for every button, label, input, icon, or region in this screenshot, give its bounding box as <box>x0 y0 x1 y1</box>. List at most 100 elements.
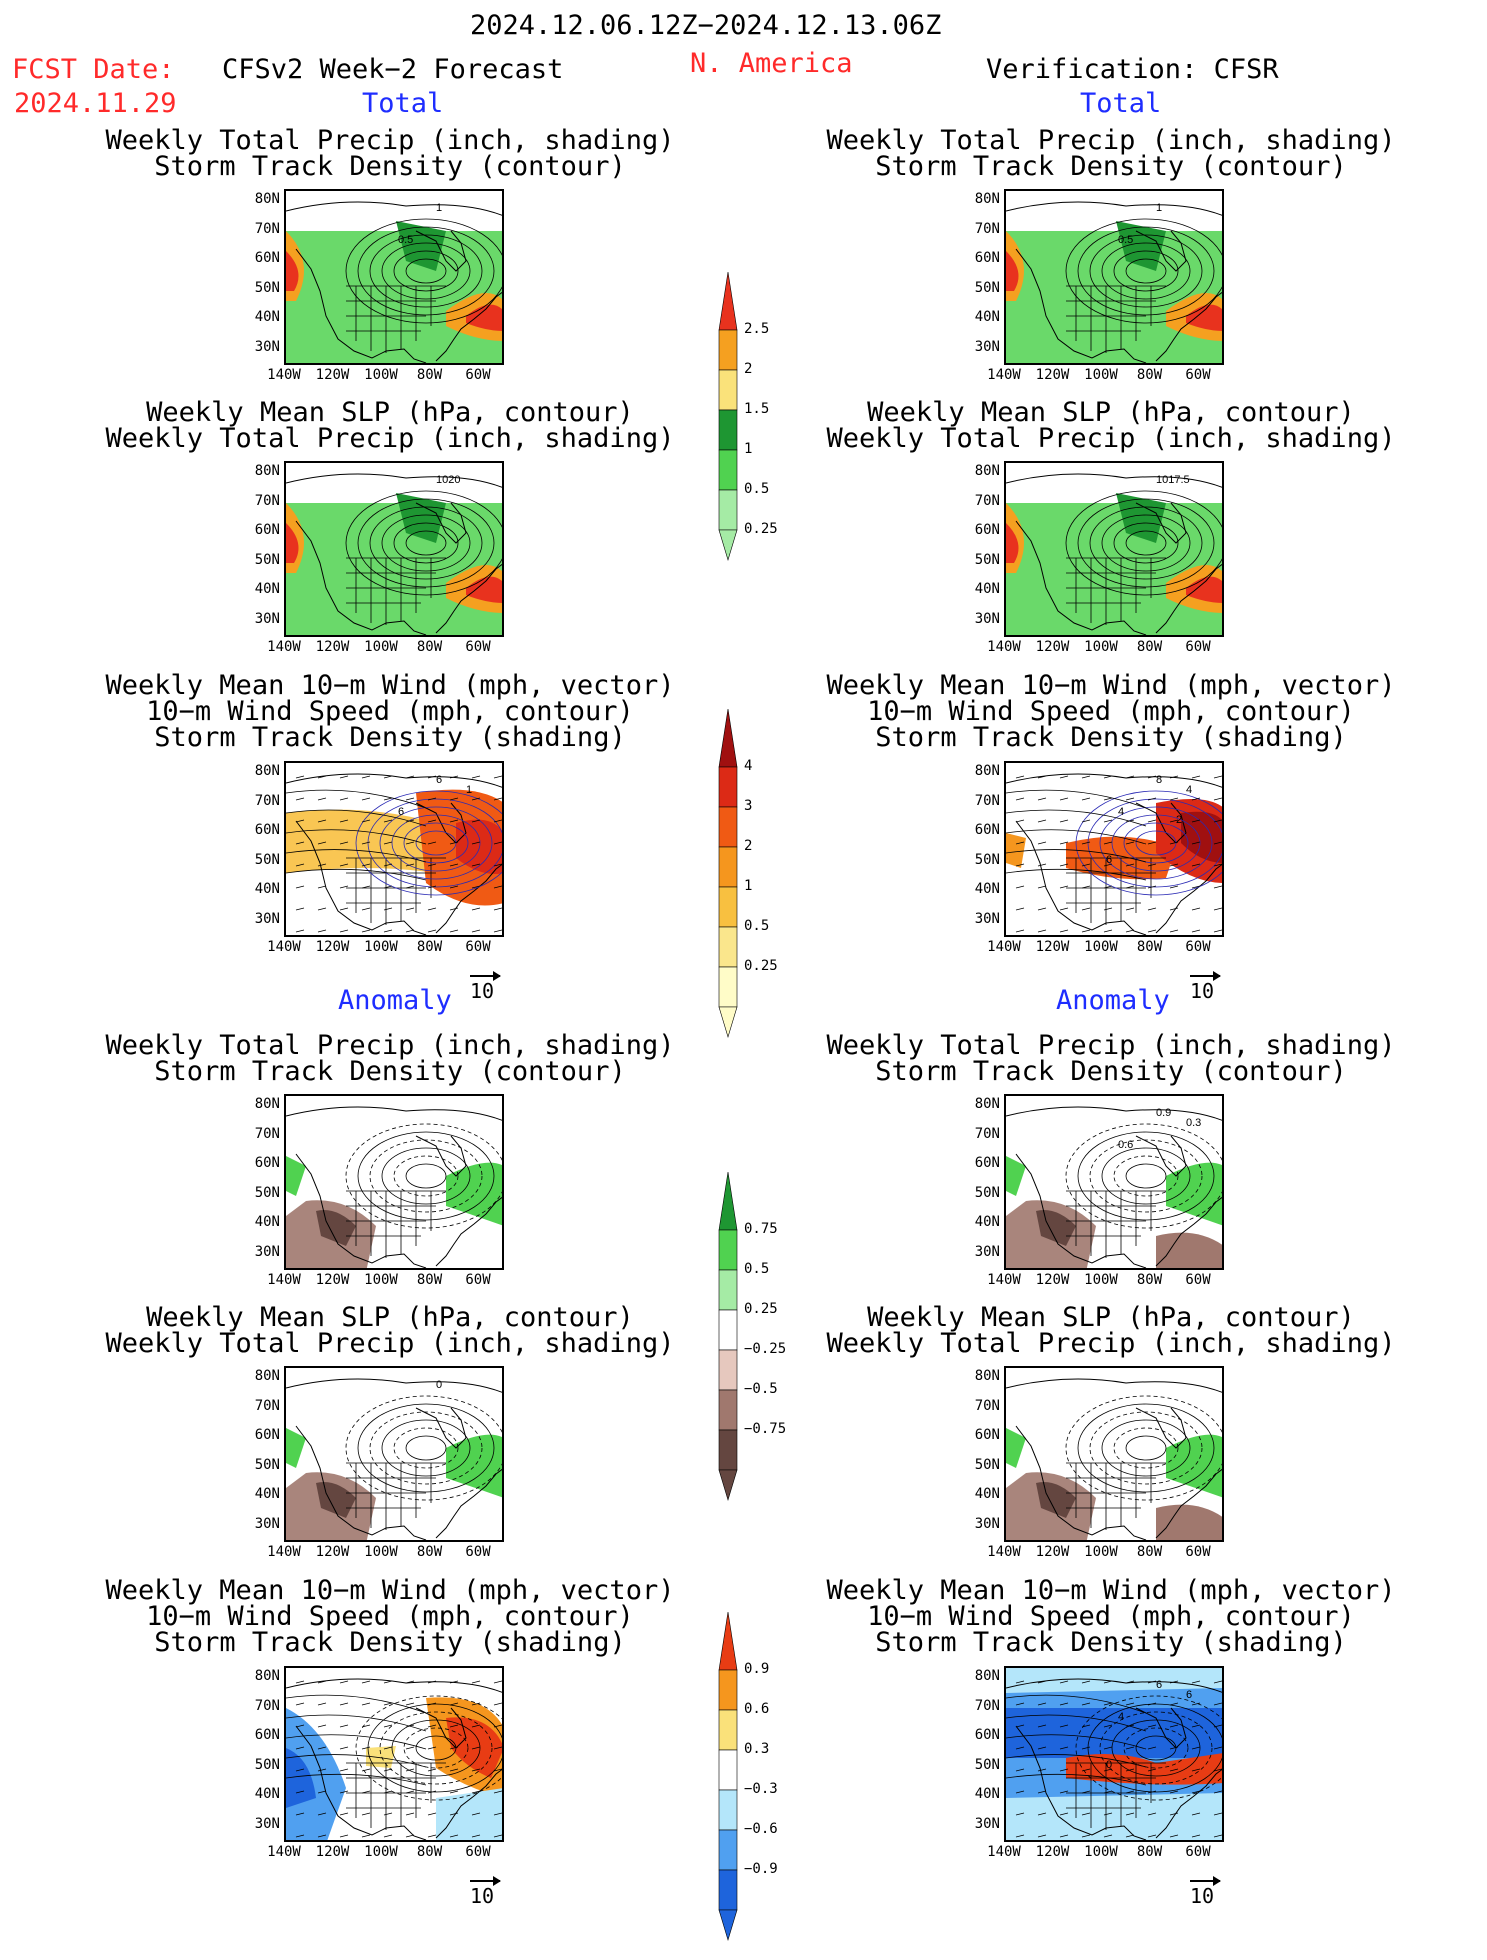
wind-vector <box>449 863 459 867</box>
wind-vector <box>493 1812 502 1816</box>
lat-label: 30N <box>974 610 1000 627</box>
panel-title-line: Weekly Mean SLP (hPa, contour) <box>146 1302 634 1333</box>
wind-vector <box>449 885 459 889</box>
wind-vector <box>427 797 437 801</box>
wind-vector <box>1147 1724 1157 1728</box>
contour-label: 6 <box>1186 1689 1192 1701</box>
section-total-right: Total <box>1080 88 1162 119</box>
wind-vector <box>471 1746 481 1750</box>
lat-label: 60N <box>974 250 1000 266</box>
wind-vector <box>317 863 327 867</box>
colorbar-storm-anomaly: 0.9 0.6 0.3 −0.3 −0.6 −0.9 <box>718 1610 798 1960</box>
contour-line <box>367 1703 502 1793</box>
arctic-coast <box>286 1106 502 1121</box>
wind-vector <box>427 929 437 933</box>
lon-label: 100W <box>1084 939 1118 955</box>
lon-label: 100W <box>1084 367 1118 383</box>
wind-vector <box>471 819 481 823</box>
map-fc-total-wind: 6 6 1 <box>284 761 504 937</box>
wind-contour <box>1006 1714 1147 1732</box>
lat-label: 50N <box>254 1756 280 1773</box>
lat-label: 40N <box>254 1486 280 1502</box>
contour-label: 1020 <box>436 474 460 486</box>
contour-line <box>369 1139 483 1213</box>
contour-line <box>391 814 481 872</box>
contour-line <box>1123 1727 1189 1769</box>
wind-vector <box>1191 1680 1201 1684</box>
wind-vector <box>1147 1812 1157 1816</box>
shading-pacific-max <box>286 251 299 291</box>
contour-line <box>1077 498 1215 588</box>
map-fc-total-precip: 1 0.5 <box>284 189 504 365</box>
shading-base <box>286 503 502 635</box>
wind-vector <box>295 1702 305 1706</box>
wind-vector <box>361 797 371 801</box>
wind-vector <box>1191 775 1201 779</box>
map-graphic: 10.5 <box>286 201 502 363</box>
contour-line <box>391 1719 481 1777</box>
section-total-left: Total <box>362 88 444 119</box>
wind-vector <box>1125 797 1135 801</box>
wind-vector <box>1081 1768 1091 1772</box>
lon-label: 100W <box>364 1844 398 1860</box>
arctic-coast <box>1006 1678 1222 1693</box>
lat-label: 50N <box>974 1456 1000 1473</box>
contour-line <box>1113 1427 1179 1469</box>
lon-label: 140W <box>267 639 301 655</box>
contour-line <box>393 1427 459 1469</box>
wind-vector <box>1037 797 1047 801</box>
wind-vector <box>493 819 502 823</box>
wind-vector <box>317 819 327 823</box>
lon-label: 80W <box>1136 1544 1163 1560</box>
state-borders <box>346 1462 446 1530</box>
shading-base <box>1006 503 1222 635</box>
wind-vector <box>1059 1834 1069 1838</box>
contour-line <box>1089 1411 1203 1485</box>
colorbar-segment <box>718 489 738 531</box>
contour-line <box>379 1711 493 1785</box>
contour-line <box>381 1419 471 1477</box>
wind-vector <box>339 841 349 845</box>
wind-vector <box>339 1724 349 1728</box>
contour-line <box>1125 1163 1167 1189</box>
shading-pacific-max <box>286 523 299 563</box>
colorbar-tick-label: 0.5 <box>744 918 770 934</box>
wind-vector <box>1037 1746 1047 1750</box>
lat-label: 70N <box>254 220 280 237</box>
contour-line <box>357 1131 495 1221</box>
wind-vector <box>1213 1724 1222 1728</box>
wind-vector <box>383 841 393 845</box>
colorbar-tick-label: −0.25 <box>744 1341 787 1357</box>
wind-vector <box>1169 907 1179 911</box>
lon-label: 100W <box>364 367 398 383</box>
wind-vector <box>1125 863 1135 867</box>
arctic-coast <box>286 473 502 488</box>
wind-contour <box>286 1754 427 1768</box>
wind-vector <box>1191 819 1201 823</box>
map-fc-anom-precip <box>284 1094 504 1270</box>
panel-title-line: Weekly Total Precip (inch, shading) <box>826 1328 1396 1359</box>
wind-vector <box>1191 1790 1201 1794</box>
contour-label: 1 <box>436 202 442 214</box>
shading-wet <box>446 1162 502 1226</box>
wind-vector <box>493 1680 502 1684</box>
arctic-coast <box>1006 1106 1222 1121</box>
colorbar-tick-label: 0.3 <box>744 1741 770 1757</box>
wind-vector <box>471 863 481 867</box>
colorbar-tick-label: 2 <box>744 838 753 854</box>
wind-vector <box>471 1812 481 1816</box>
wind-vector <box>1037 929 1047 933</box>
wind-vector <box>1169 1724 1179 1728</box>
wind-vector <box>1213 1680 1222 1684</box>
contour-label: 4 <box>1118 1711 1124 1723</box>
wind-vector <box>339 885 349 889</box>
wind-vector <box>383 1702 393 1706</box>
wind-contour <box>286 1694 427 1714</box>
wind-vector <box>405 1790 415 1794</box>
contour-line <box>1123 822 1189 864</box>
arctic-coast <box>1006 773 1222 788</box>
wind-vector <box>1037 1812 1047 1816</box>
wind-vector <box>449 1702 459 1706</box>
wind-vector <box>1037 1790 1047 1794</box>
wind-vector <box>339 797 349 801</box>
